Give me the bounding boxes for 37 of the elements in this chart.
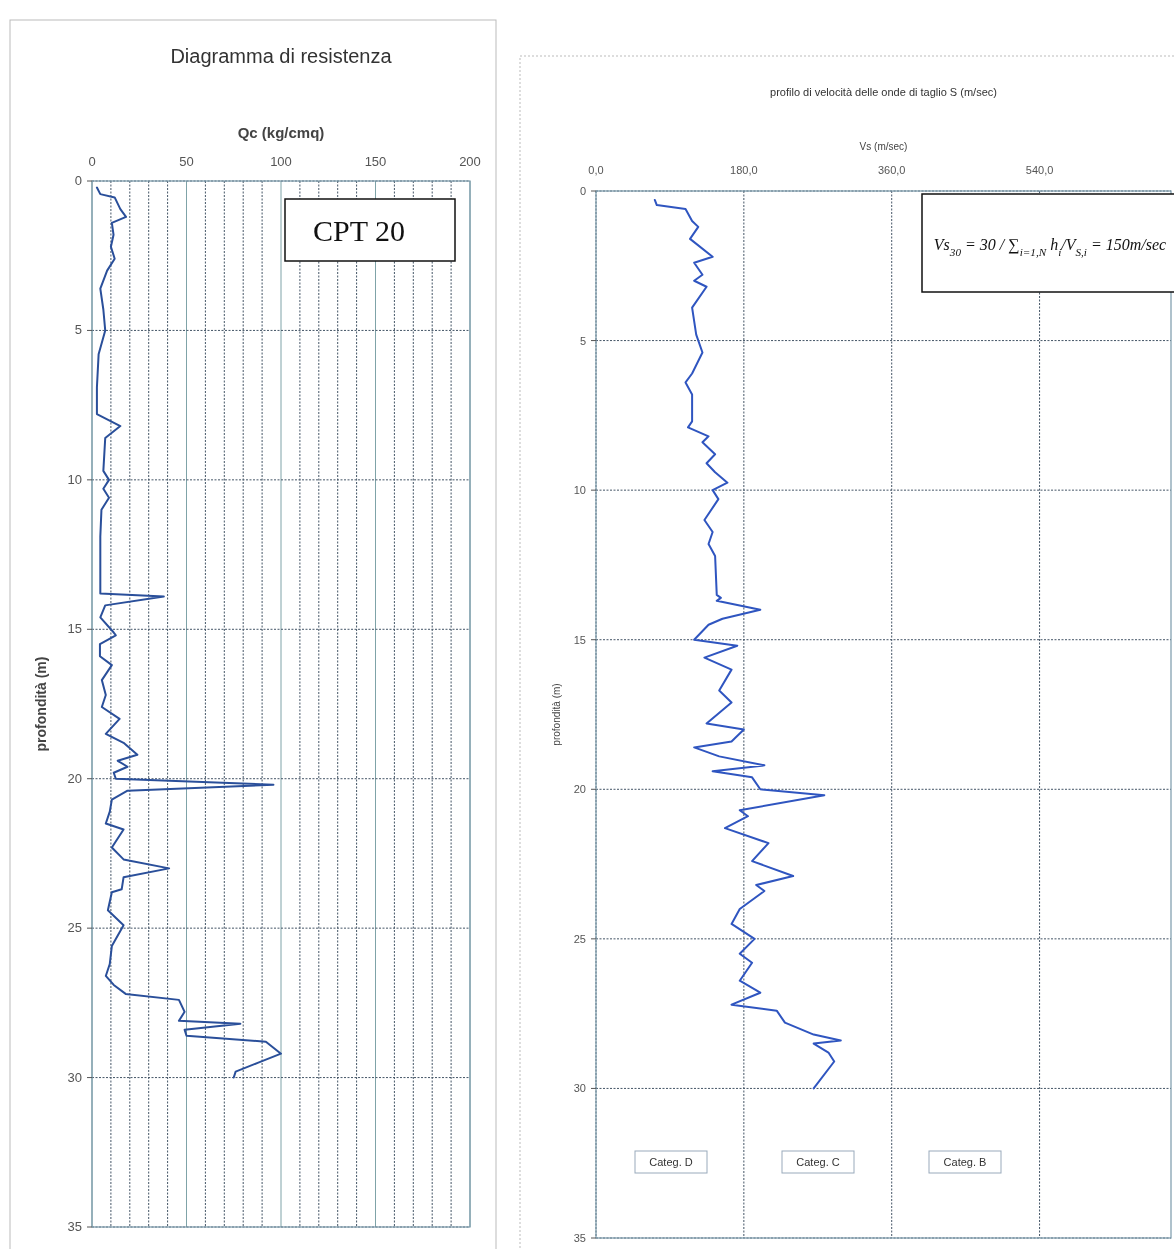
- y-tick-label: 20: [67, 770, 82, 786]
- x-tick-label: 0,0: [588, 164, 604, 176]
- annotation: CPT 20: [313, 214, 405, 247]
- y-tick-label: 30: [67, 1069, 82, 1085]
- x-axis-title: Vs (m/sec): [859, 141, 908, 152]
- chart-title: Diagramma di resistenza: [170, 45, 393, 67]
- line-series: [653, 198, 842, 1090]
- x-tick-label: 150: [364, 154, 387, 169]
- y-tick-label: 25: [67, 920, 82, 936]
- x-tick-label: 540,0: [1025, 164, 1054, 176]
- y-tick-label: 5: [579, 334, 586, 347]
- y-tick-label: 0: [579, 185, 586, 197]
- x-axis-title: Qc (kg/cmq): [237, 124, 325, 141]
- annotation: Categ. D: [649, 1156, 693, 1168]
- annotation: Categ. B: [943, 1156, 987, 1168]
- line-series: [95, 186, 282, 1079]
- chart-title: profilo di velocità delle onde di taglio S (m/sec): [770, 86, 997, 98]
- y-tick-label: 35: [573, 1232, 586, 1244]
- y-tick-label: 5: [74, 322, 82, 338]
- y-tick-label: 10: [573, 484, 586, 497]
- y-tick-label: 25: [573, 932, 586, 945]
- text: Vs$_{30}$ = 30 / ∑$_{i=1,N}$ h$_{i}$/V$_{S,i}$ = 150m/sec: [933, 236, 1167, 258]
- y-tick-label: 10: [67, 471, 82, 487]
- y-axis-title: profondità (m): [551, 683, 562, 746]
- x-tick-label: 100: [270, 154, 292, 169]
- annotation: Categ. C: [796, 1156, 840, 1168]
- y-tick-label: 30: [573, 1082, 586, 1095]
- x-tick-label: 0: [88, 154, 96, 169]
- x-tick-label: 360,0: [877, 164, 906, 176]
- x-tick-label: 180,0: [730, 164, 758, 176]
- x-tick-label: 200: [459, 154, 481, 169]
- y-tick-label: 20: [573, 783, 586, 796]
- y-tick-label: 15: [67, 621, 82, 637]
- y-tick-label: 15: [573, 633, 586, 646]
- y-axis-title: profondità (m): [33, 656, 49, 752]
- x-tick-label: 50: [179, 154, 194, 169]
- y-tick-label: 35: [67, 1219, 82, 1234]
